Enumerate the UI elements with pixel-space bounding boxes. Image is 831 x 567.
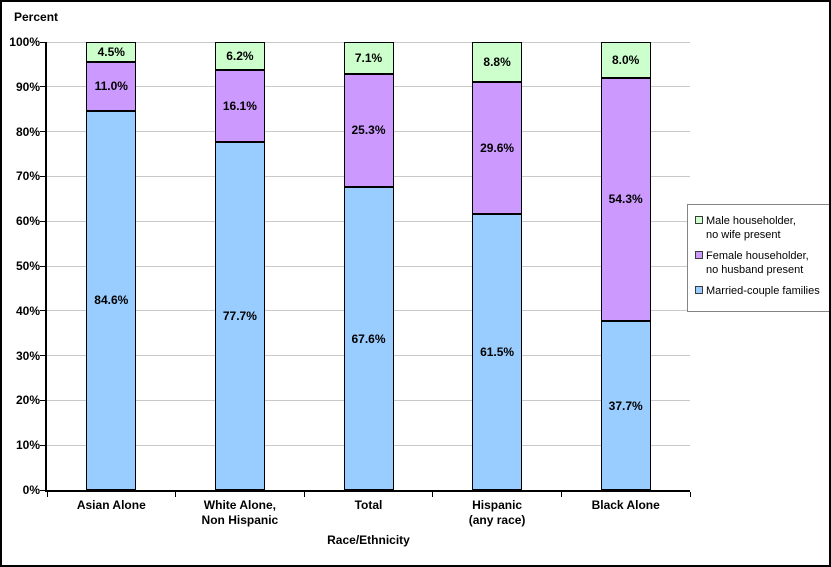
y-tick-label: 20%	[15, 393, 40, 408]
bar-segment-label: 25.3%	[351, 123, 386, 138]
legend-item: Female householder, no husband present	[695, 249, 824, 277]
x-category-label-total: Total	[354, 498, 383, 512]
bar-segment-female-householder-no-husband-present: 29.6%	[472, 81, 523, 215]
bar-segment-label: 4.5%	[97, 44, 125, 59]
bar-segment-label: 67.6%	[351, 331, 386, 346]
x-category-label-hispanic-any-race: Hispanic (any race)	[468, 498, 526, 527]
bar-segment-married-couple-families: 77.7%	[214, 141, 265, 490]
legend-swatch	[695, 286, 703, 294]
x-axis-title: Race/Ethnicity	[327, 533, 410, 547]
y-tick	[40, 399, 47, 401]
legend-item: Married-couple families	[695, 284, 824, 298]
legend-item-label: Male householder, no wife present	[706, 215, 796, 241]
y-tick-label: 100%	[9, 35, 40, 49]
bar-segment-label: 7.1%	[354, 50, 383, 65]
x-tick	[560, 492, 562, 497]
bar-segment-label: 37.7%	[608, 398, 643, 413]
x-tick	[46, 492, 48, 497]
bar-segment-label: 8.0%	[612, 52, 640, 67]
bar-segment-label: 6.2%	[226, 48, 254, 63]
bar-segment-label: 11.0%	[94, 79, 128, 94]
legend-swatch	[695, 216, 703, 224]
bar-segment-label: 84.6%	[94, 293, 129, 308]
bar-segment-label: 29.6%	[480, 141, 515, 156]
legend-item: Male householder, no wife present	[695, 214, 824, 242]
bar-segment-female-householder-no-husband-present: 25.3%	[343, 73, 394, 188]
y-axis-title: Percent	[14, 10, 59, 24]
y-tick-label: 80%	[15, 124, 40, 139]
y-tick	[40, 41, 47, 43]
bar-segment-male-householder-no-wife-present: 4.5%	[86, 41, 137, 62]
legend-item-label: Married-couple families	[706, 285, 820, 297]
bar-segment-married-couple-families: 84.6%	[86, 110, 137, 490]
bar-segment-married-couple-families: 61.5%	[472, 214, 523, 490]
bar-segment-label: 77.7%	[222, 308, 257, 323]
y-axis-line	[45, 42, 47, 492]
bar-segment-married-couple-families: 37.7%	[600, 321, 651, 490]
y-tick	[40, 131, 47, 133]
x-category-label-black-alone: Black Alone	[591, 498, 660, 512]
y-tick-label: 10%	[15, 438, 40, 453]
x-category-label-white-alone-non-hispanic: White Alone, Non Hispanic	[201, 498, 279, 527]
y-tick	[40, 175, 47, 177]
x-tick	[689, 492, 691, 497]
bar-segment-female-householder-no-husband-present: 16.1%	[214, 69, 265, 142]
bar-segment-male-householder-no-wife-present: 6.2%	[214, 42, 265, 70]
y-tick-label: 60%	[15, 214, 40, 229]
bar-segment-label: 54.3%	[608, 192, 643, 207]
bar-segment-married-couple-families: 67.6%	[343, 187, 394, 490]
x-tick	[175, 492, 177, 497]
y-tick	[40, 489, 47, 491]
y-tick	[40, 265, 47, 267]
x-category-label-asian-alone: Asian Alone	[76, 498, 146, 512]
y-tick-label: 90%	[15, 79, 40, 94]
y-tick-label: 0%	[22, 483, 40, 497]
y-tick-label: 30%	[15, 348, 40, 363]
bar-segment-label: 8.8%	[483, 55, 511, 70]
y-tick	[40, 310, 47, 312]
y-tick-label: 40%	[15, 303, 40, 318]
y-tick-label: 70%	[15, 169, 40, 184]
y-tick	[40, 444, 47, 446]
bar-segment-female-householder-no-husband-present: 11.0%	[86, 61, 137, 111]
legend: Male householder, no wife present Female …	[687, 204, 829, 312]
bar-segment-female-householder-no-husband-present: 54.3%	[600, 77, 651, 322]
x-tick	[303, 492, 305, 497]
legend-swatch	[695, 251, 703, 259]
y-tick	[40, 355, 47, 357]
x-tick	[432, 492, 434, 497]
bar-segment-label: 61.5%	[480, 345, 515, 360]
x-axis-line	[45, 490, 690, 492]
bar-segment-male-householder-no-wife-present: 7.1%	[343, 42, 394, 74]
y-tick	[40, 220, 47, 222]
y-tick-label: 50%	[15, 259, 40, 273]
legend-item-label: Female householder, no husband present	[706, 250, 809, 276]
bar-segment-male-householder-no-wife-present: 8.0%	[600, 42, 651, 78]
bar-segment-male-householder-no-wife-present: 8.8%	[472, 42, 523, 82]
y-tick	[40, 86, 47, 88]
bar-segment-label: 16.1%	[222, 98, 257, 113]
